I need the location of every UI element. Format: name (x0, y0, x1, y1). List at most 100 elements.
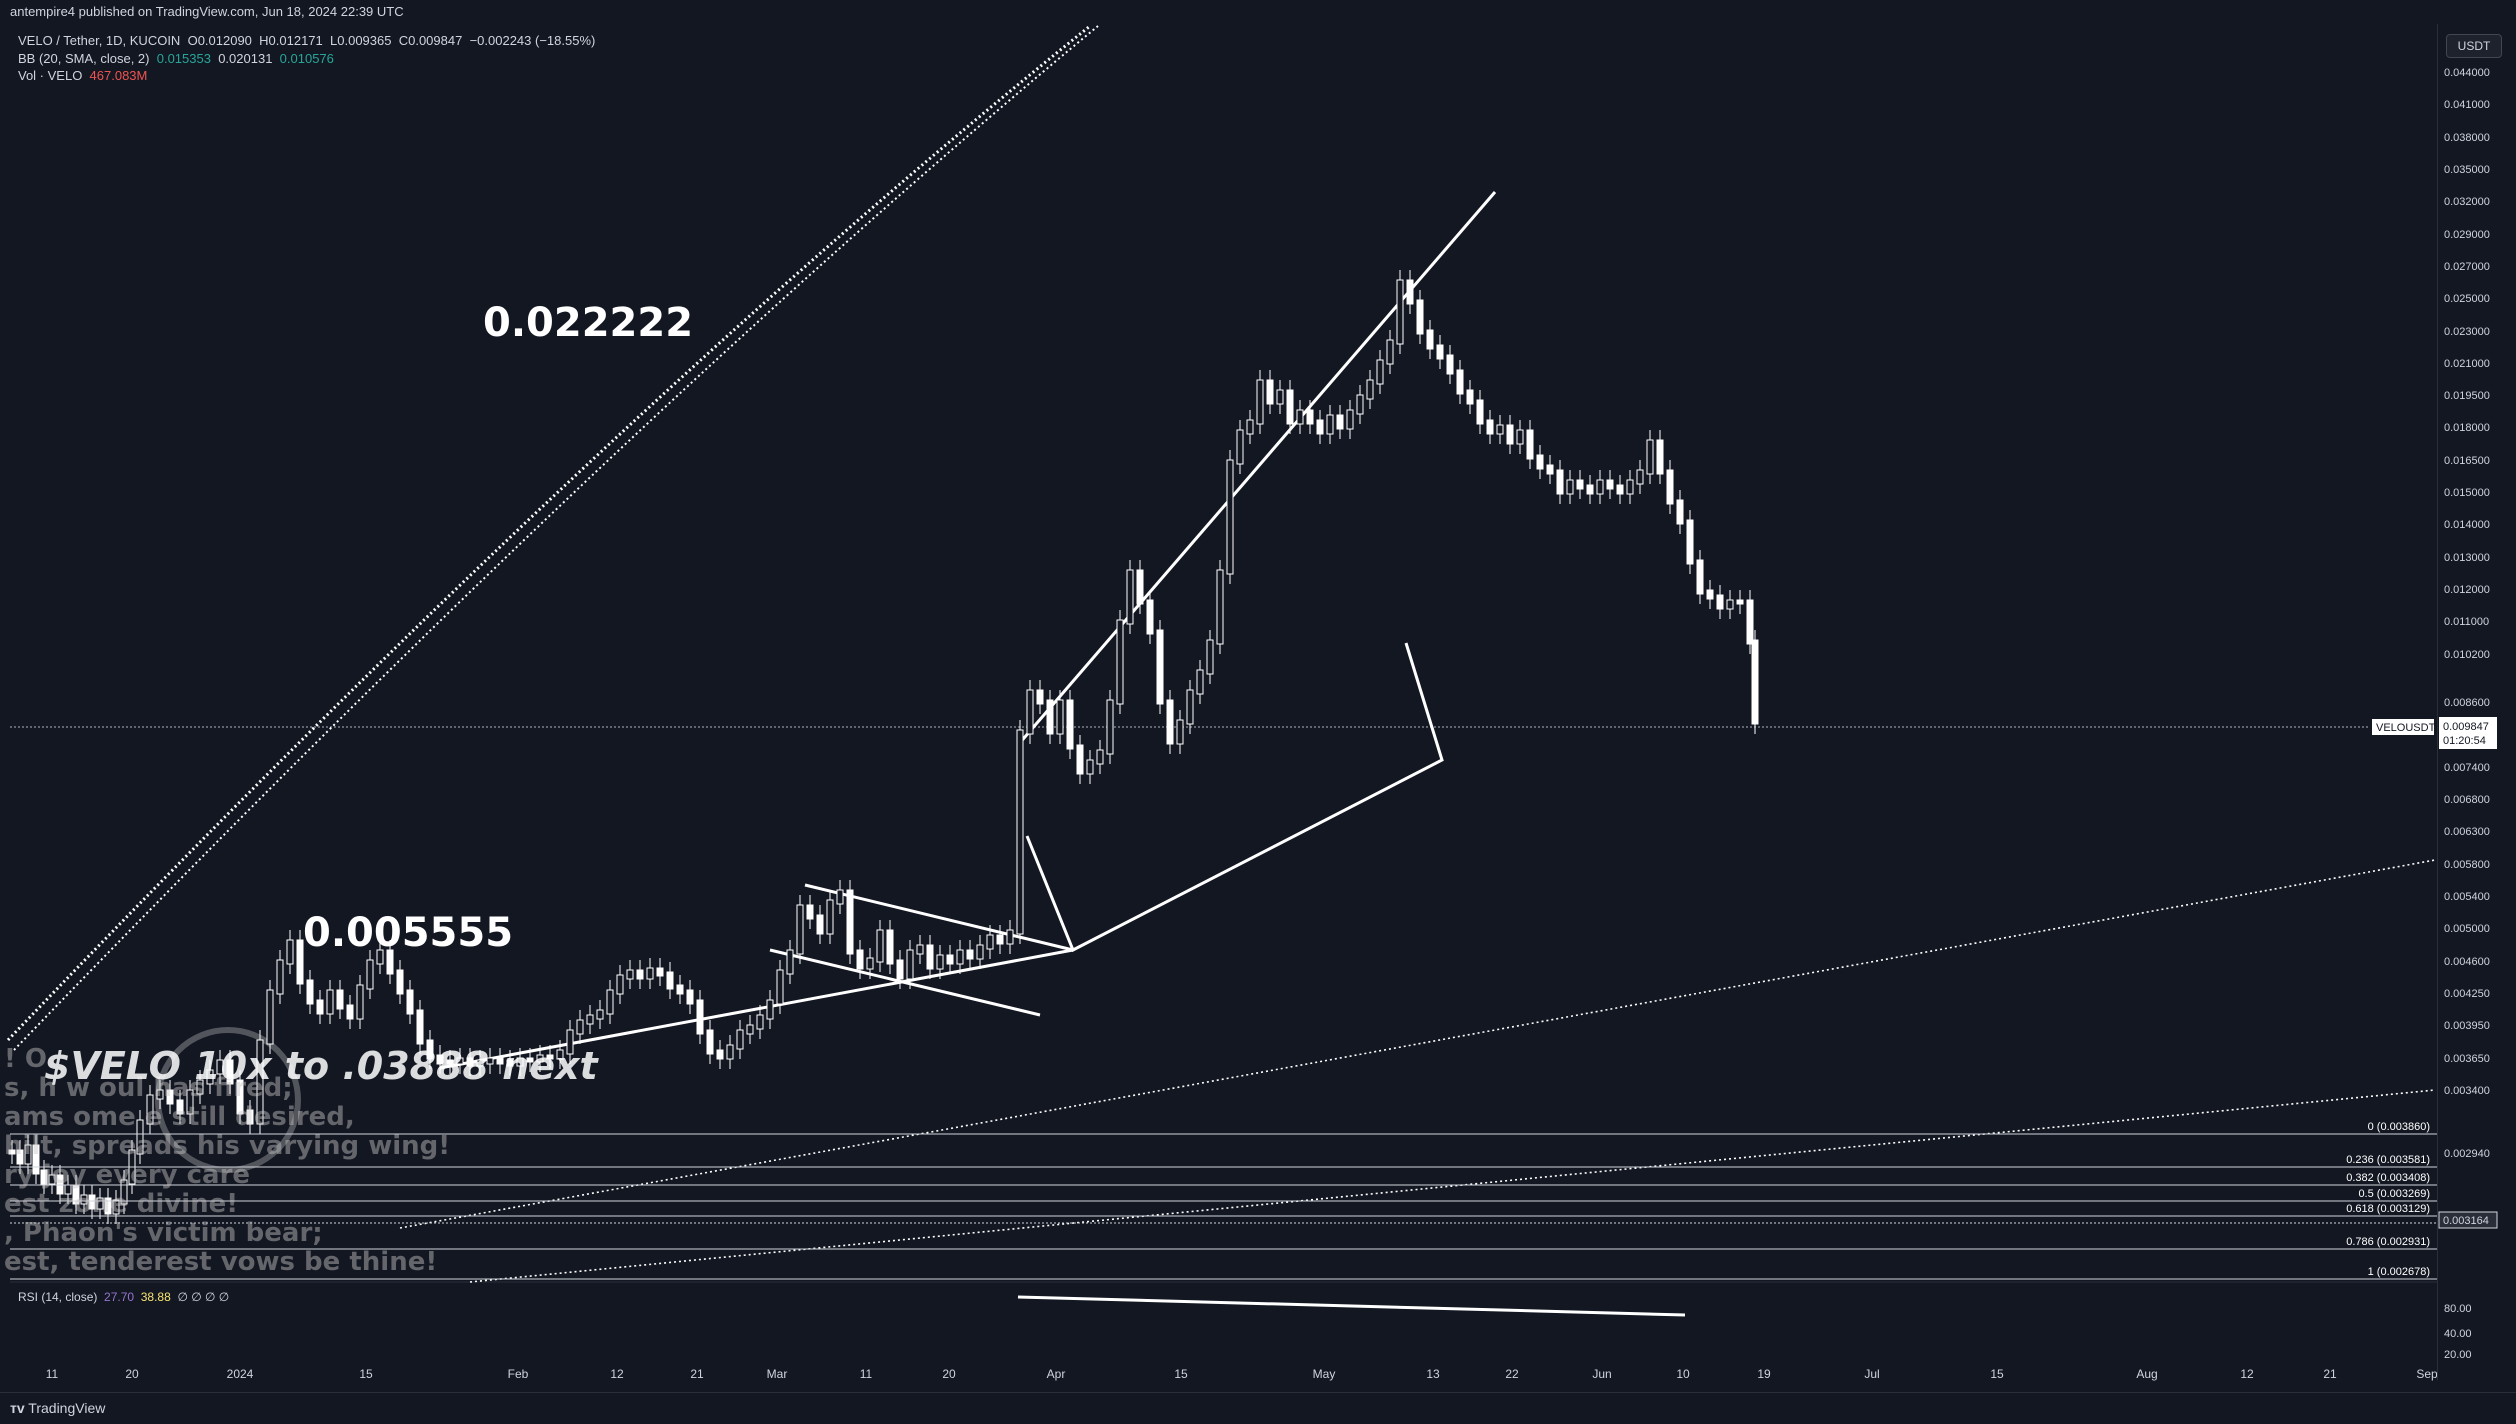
candle-body (396, 969, 404, 995)
time-axis[interactable]: 11 20 2024 15 Feb 12 21 Mar 11 20 Apr 15 May 13 22 Jun 1… (0, 1364, 2437, 1382)
price-tick-label: 0.041000 (2444, 99, 2490, 111)
price-tick-label: 0.038000 (2444, 132, 2490, 144)
candle-body (176, 1099, 184, 1115)
price-tick-label: 0.002940 (2444, 1148, 2490, 1160)
bb-label[interactable]: BB (20, SMA, close, 2) (18, 51, 150, 66)
candle-body (1666, 469, 1674, 505)
candle-body (1116, 619, 1124, 705)
price-tick-label: 0.013000 (2444, 552, 2490, 564)
candle-body (1296, 409, 1304, 425)
watermark-logo-icon (155, 1027, 301, 1173)
candle-body (1606, 479, 1614, 490)
candle-body (1126, 569, 1134, 625)
candle-body (296, 939, 304, 985)
candle-body (1566, 479, 1574, 495)
price-tick-label: 0.029000 (2444, 229, 2490, 241)
candle-body (376, 949, 384, 965)
price-tick-label: 0.011000 (2444, 616, 2489, 628)
candle-body (1496, 424, 1504, 435)
candle-body (1636, 469, 1644, 485)
time-tick-label: 12 (2240, 1367, 2254, 1381)
tradingview-logo-icon[interactable]: ᴛᴠ (10, 1400, 25, 1416)
price-axis[interactable]: 0.044000 0.041000 0.038000 0.035000 0.032000… (2437, 24, 2516, 1380)
price-tick-label: 0.016500 (2444, 455, 2490, 467)
candle-body (24, 1144, 32, 1165)
candle-body (876, 929, 884, 963)
rsi-trendline (1017, 1295, 1686, 1317)
publisher-text: antempire4 published on TradingView.com,… (10, 4, 404, 19)
fib-price-text: 0.003164 (2443, 1215, 2489, 1227)
candle-body (186, 1089, 194, 1115)
candle-body (676, 984, 684, 995)
price-tick-label: 0.014000 (2444, 519, 2490, 531)
currency-button[interactable]: USDT (2446, 34, 2502, 58)
candle-body (556, 1049, 564, 1060)
candle-body (666, 971, 674, 990)
candle-body (1416, 299, 1424, 335)
rsi-legend: RSI (14, close) 27.70 38.88 ∅ ∅ ∅ ∅ (18, 1290, 230, 1304)
candle-body (1616, 484, 1624, 495)
candle-body (246, 1109, 254, 1125)
candle-body (1286, 389, 1294, 425)
price-tick-label: 0.007400 (2444, 762, 2490, 774)
time-tick-label: Apr (1047, 1367, 1066, 1381)
fib-retracement: 0 (0.003860) 0.236 (0.003581) 0.382 (0.003… (10, 1121, 2437, 1280)
rsi-tick-label: 20.00 (2444, 1349, 2472, 1361)
candle-body (826, 899, 834, 935)
candle-body (1106, 699, 1114, 755)
rsi-label[interactable]: RSI (14, close) (18, 1290, 98, 1304)
candle-body (1536, 454, 1544, 470)
candle-body (766, 999, 774, 1020)
price-tick-label: 0.005000 (2444, 923, 2490, 935)
candle-body (1276, 389, 1284, 405)
candle-body (526, 1057, 534, 1063)
candle-body (1256, 379, 1264, 425)
candle-body (1646, 439, 1654, 475)
vol-label[interactable]: Vol · VELO (18, 68, 83, 83)
last-price-tag (2439, 717, 2497, 749)
time-tick-label: 2024 (227, 1367, 254, 1381)
time-tick-label: May (1313, 1367, 1336, 1381)
candle-body (716, 1049, 724, 1060)
candle-body (1686, 519, 1694, 565)
candle-body (1196, 669, 1204, 695)
change-value: −0.002243 (−18.55%) (469, 33, 596, 48)
trendline-rally (1016, 191, 1497, 746)
symbol-name[interactable]: VELO / Tether, 1D, KUCOIN (18, 33, 181, 48)
candle-body (1696, 559, 1704, 595)
candle-body (836, 889, 844, 905)
candle-body (746, 1024, 754, 1035)
candle-body (336, 989, 344, 1010)
candle-body (136, 1119, 144, 1155)
candle-body (736, 1029, 744, 1050)
candle-body (776, 969, 784, 1005)
candle-body (1366, 379, 1374, 400)
candle-body (196, 1079, 204, 1095)
candle-body (756, 1014, 764, 1030)
price-axis-labels: 0.044000 0.041000 0.038000 0.035000 0.032000… (2438, 67, 2498, 1361)
candle-body (316, 999, 324, 1015)
price-chart-canvas[interactable]: VELOUSDT 0 (0.003860) 0.236 (0.003581) 0.3… (0, 24, 2437, 1380)
candle-body (696, 999, 704, 1035)
brand-text[interactable]: TradingView (28, 1400, 106, 1416)
time-tick-label: Feb (508, 1367, 529, 1381)
candle-body (1186, 689, 1194, 725)
candle-body (1656, 439, 1664, 475)
candle-body (1466, 389, 1474, 405)
candle-body (1156, 629, 1164, 705)
candle-body (506, 1059, 514, 1067)
candle-body (1026, 689, 1034, 735)
candle-body (1036, 689, 1044, 705)
annotation-price-mid: 0.005555 (303, 910, 514, 956)
candle-body (536, 1054, 544, 1063)
time-tick-label: 12 (610, 1367, 624, 1381)
price-tick-label: 0.027000 (2444, 261, 2490, 273)
candle-body (286, 939, 294, 965)
candle-body (1016, 729, 1024, 935)
candle-body (386, 949, 394, 975)
candle-body (80, 1194, 88, 1205)
candle-body (112, 1199, 120, 1215)
candle-body (1146, 599, 1154, 635)
candle-body (156, 1089, 164, 1100)
fib-level-label: 0.5 (0.003269) (2358, 1188, 2430, 1200)
